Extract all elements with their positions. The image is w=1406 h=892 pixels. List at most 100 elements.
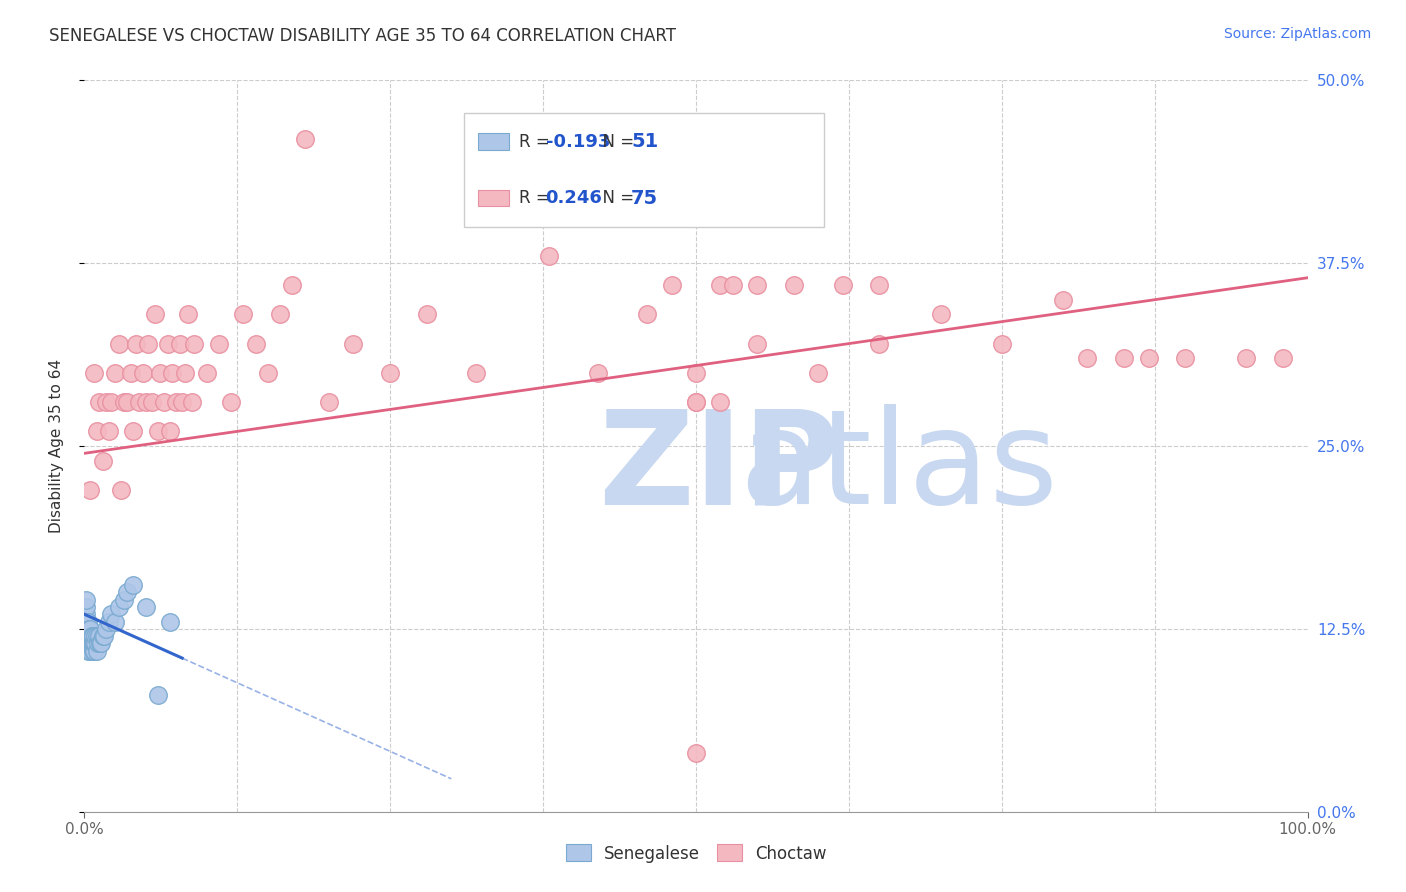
Point: [128, 395, 150, 409]
Point: [807, 366, 830, 380]
Point: [87, 629, 110, 643]
Text: atlas: atlas: [738, 404, 1057, 532]
Point: [141, 395, 163, 409]
Point: [89, 636, 111, 650]
Text: Source: ZipAtlas.com: Source: ZipAtlas.com: [1223, 27, 1371, 41]
Point: [82, 636, 104, 650]
Text: R =: R =: [519, 189, 554, 207]
Point: [1174, 351, 1197, 366]
Point: [685, 746, 707, 760]
Text: SENEGALESE VS CHOCTAW DISABILITY AGE 35 TO 64 CORRELATION CHART: SENEGALESE VS CHOCTAW DISABILITY AGE 35 …: [49, 27, 676, 45]
Point: [269, 307, 291, 321]
Point: [75, 607, 97, 622]
Point: [991, 336, 1014, 351]
Point: [104, 615, 127, 629]
Point: [136, 336, 159, 351]
Point: [294, 132, 316, 146]
Point: [172, 395, 194, 409]
Point: [86, 425, 108, 439]
Point: [318, 395, 340, 409]
Point: [97, 615, 120, 629]
Point: [135, 395, 157, 409]
Point: [83, 644, 105, 658]
Point: [122, 578, 145, 592]
Point: [586, 366, 609, 380]
Point: [132, 366, 155, 380]
Point: [77, 636, 100, 650]
Point: [100, 395, 122, 409]
Point: [169, 336, 191, 351]
Point: [135, 599, 157, 614]
Point: [156, 336, 179, 351]
Point: [159, 615, 181, 629]
Point: [80, 629, 103, 643]
Point: [685, 366, 707, 380]
Point: [75, 615, 97, 629]
Point: [685, 395, 707, 409]
Text: N =: N =: [592, 189, 640, 207]
Point: [685, 395, 707, 409]
Point: [76, 622, 98, 636]
Point: [709, 395, 731, 409]
Point: [110, 483, 132, 497]
Point: [83, 366, 105, 380]
Point: [1114, 351, 1136, 366]
Point: [464, 366, 486, 380]
Point: [75, 629, 97, 643]
Point: [79, 483, 101, 497]
Point: [76, 636, 98, 650]
Point: [83, 636, 105, 650]
Point: [93, 629, 115, 643]
Point: [869, 336, 891, 351]
Point: [97, 425, 120, 439]
Point: [1137, 351, 1160, 366]
Point: [281, 278, 304, 293]
Point: [75, 636, 97, 650]
Point: [77, 629, 100, 643]
Point: [91, 453, 114, 467]
Point: [87, 395, 110, 409]
Point: [747, 336, 769, 351]
Point: [76, 629, 98, 643]
Text: 51: 51: [631, 132, 658, 151]
Point: [75, 599, 97, 614]
Point: [747, 278, 769, 293]
Point: [181, 395, 204, 409]
Point: [721, 278, 744, 293]
Text: R =: R =: [519, 133, 554, 151]
Point: [115, 585, 138, 599]
Point: [82, 644, 104, 658]
Point: [1236, 351, 1258, 366]
Point: [342, 336, 364, 351]
Point: [1272, 351, 1295, 366]
Point: [257, 366, 280, 380]
Point: [112, 395, 135, 409]
Point: [1052, 293, 1074, 307]
Y-axis label: Disability Age 35 to 64: Disability Age 35 to 64: [49, 359, 63, 533]
Point: [77, 644, 100, 658]
Point: [75, 622, 97, 636]
Point: [86, 629, 108, 643]
Point: [636, 307, 658, 321]
Point: [208, 336, 231, 351]
Point: [661, 278, 683, 293]
Point: [107, 336, 129, 351]
Text: -0.193: -0.193: [546, 133, 610, 151]
Text: 0.246: 0.246: [546, 189, 602, 207]
Point: [79, 622, 101, 636]
Point: [1076, 351, 1098, 366]
Point: [80, 636, 103, 650]
Point: [929, 307, 952, 321]
Point: [143, 307, 166, 321]
Point: [96, 622, 118, 636]
Point: [149, 366, 172, 380]
Point: [120, 366, 142, 380]
Point: [146, 425, 169, 439]
Point: [82, 629, 104, 643]
Point: [538, 249, 561, 263]
Point: [96, 395, 118, 409]
Point: [146, 688, 169, 702]
Point: [125, 336, 148, 351]
Point: [232, 307, 254, 321]
Point: [77, 622, 100, 636]
